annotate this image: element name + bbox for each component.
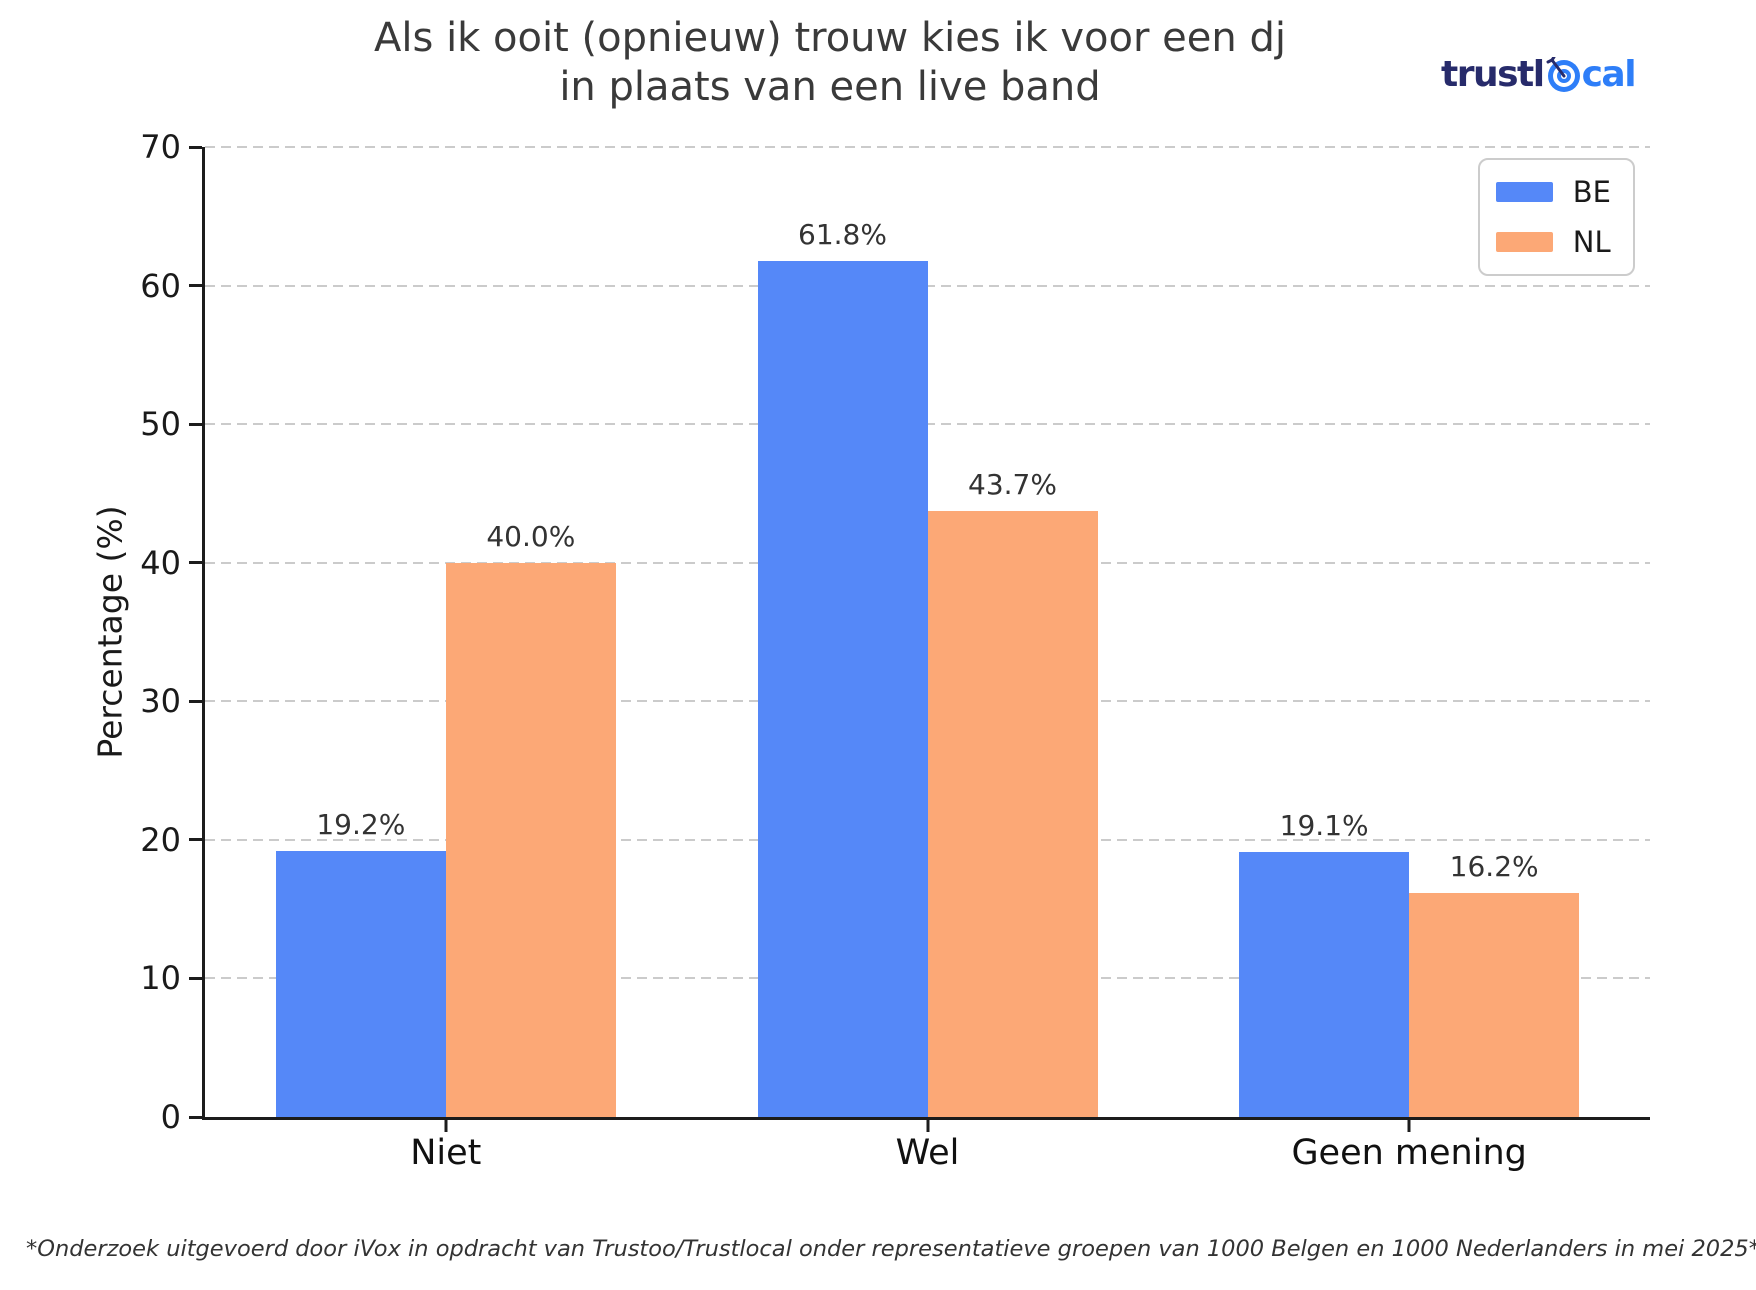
x-tick-1 — [926, 1120, 929, 1132]
chart-title: Als ik ooit (opnieuw) trouw kies ik voor… — [374, 15, 1286, 110]
footer-note: *Onderzoek uitgevoerd door iVox in opdra… — [26, 1236, 1756, 1262]
y-tick-40 — [189, 561, 202, 565]
y-tick-label-20: 20 — [140, 820, 181, 859]
logo-text-light: cal — [1581, 54, 1637, 95]
gridline-50 — [205, 423, 1650, 426]
x-tick-label-0: Niet — [410, 1133, 482, 1173]
y-tick-50 — [189, 422, 202, 426]
y-tick-label-60: 60 — [140, 266, 181, 305]
y-tick-60 — [189, 284, 202, 288]
y-tick-10 — [189, 976, 202, 980]
gridline-70 — [205, 146, 1650, 148]
bar-nl-0 — [445, 562, 616, 1117]
plot-area: 19.2% 40.0% 61.8% 43.7% 19.1% 16.2% 0 10 20 30 40… — [140, 128, 1650, 1173]
legend: BE NL — [1477, 158, 1635, 276]
legend-label-nl: NL — [1572, 225, 1611, 259]
y-tick-label-70: 70 — [140, 128, 181, 166]
bar-be-0 — [275, 850, 446, 1117]
legend-item-nl: NL — [1495, 225, 1611, 259]
y-tick-30 — [189, 699, 202, 703]
y-tick-label-0: 0 — [160, 1098, 181, 1136]
x-tick-label-2: Geen mening — [1291, 1133, 1527, 1173]
value-label-be-2: 19.1% — [1279, 809, 1369, 843]
trustlocal-logo: trustl cal — [1441, 54, 1637, 95]
gridline-60 — [205, 284, 1650, 287]
y-axis-label: Percentage (%) — [90, 505, 130, 759]
y-tick-20 — [189, 838, 202, 842]
y-tick-70 — [189, 145, 202, 149]
legend-label-be: BE — [1572, 175, 1611, 209]
bar-nl-2 — [1409, 892, 1580, 1117]
y-tick-label-50: 50 — [140, 405, 181, 444]
x-tick-label-1: Wel — [895, 1133, 960, 1173]
y-tick-0 — [189, 1115, 202, 1119]
legend-swatch-be — [1495, 182, 1553, 202]
y-axis-spine — [202, 147, 205, 1117]
x-tick-2 — [1407, 1120, 1411, 1132]
x-axis-spine — [202, 1117, 1650, 1120]
value-label-be-1: 61.8% — [798, 217, 887, 251]
y-tick-label-40: 40 — [140, 543, 181, 582]
value-label-nl-0: 40.0% — [486, 519, 576, 553]
y-tick-label-10: 10 — [140, 959, 181, 998]
target-icon — [1544, 57, 1582, 93]
value-label-nl-1: 43.7% — [968, 468, 1057, 502]
legend-swatch-nl — [1495, 232, 1553, 252]
value-label-nl-2: 16.2% — [1449, 849, 1539, 883]
bar-nl-1 — [927, 511, 1098, 1117]
x-tick-0 — [444, 1120, 448, 1132]
bar-be-2 — [1239, 852, 1410, 1117]
value-label-be-0: 19.2% — [316, 807, 406, 841]
y-tick-label-30: 30 — [140, 682, 181, 721]
logo-text-dark: trustl — [1441, 54, 1545, 95]
bar-be-1 — [757, 260, 928, 1117]
legend-item-be: BE — [1495, 175, 1611, 209]
